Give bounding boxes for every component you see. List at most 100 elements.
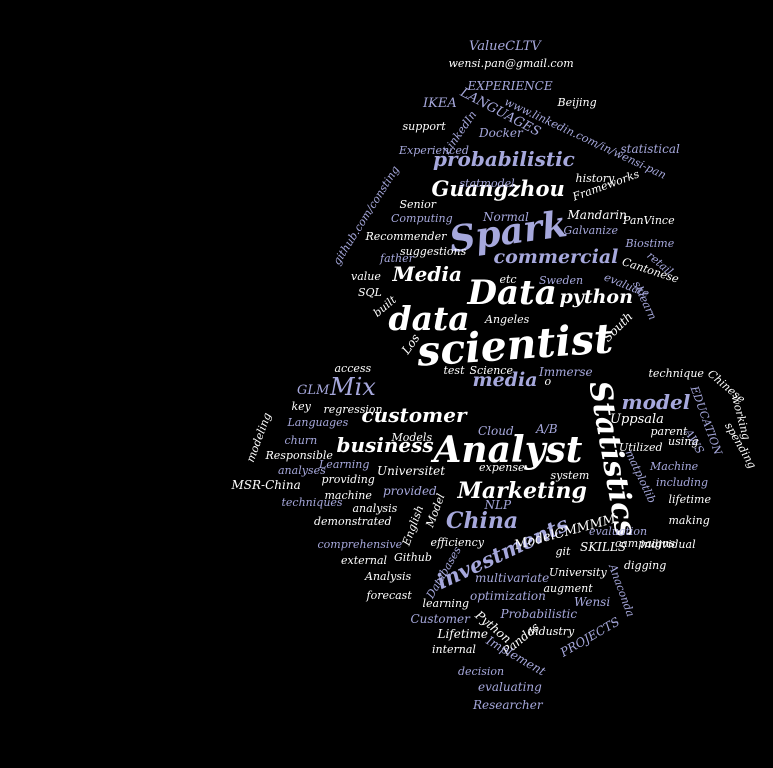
word-analyst: Analyst <box>433 429 583 471</box>
word-skills: SKILLS <box>580 540 627 554</box>
word-glm: GLM <box>297 382 330 398</box>
word-forecast: forecast <box>366 588 412 602</box>
word-media: media <box>472 368 538 391</box>
word-key: key <box>291 399 311 413</box>
word-learning: Learning <box>319 457 370 471</box>
word-recommender: Recommender <box>365 229 447 243</box>
word-optimization: optimization <box>470 589 546 603</box>
word-analysis: Analysis <box>365 569 412 583</box>
word-machine: Machine <box>650 459 699 473</box>
word-including: including <box>656 475 709 489</box>
word-a-b: A/B <box>536 422 558 436</box>
word-sklearn: sklearn <box>629 278 659 322</box>
word-statmodel: statmodel <box>459 176 515 190</box>
word-provided: provided <box>383 484 437 498</box>
word-wensi: Wensi <box>574 595 611 609</box>
word-internal: internal <box>432 642 476 656</box>
word-industry: industry <box>528 624 575 638</box>
word-galvanize: Galvanize <box>563 223 619 237</box>
word-git: git <box>555 544 571 558</box>
word-techniques: techniques <box>281 495 343 509</box>
word-wensi-pan-gmail-com: wensi.pan@gmail.com <box>448 56 574 70</box>
word-using: using <box>668 434 699 448</box>
word-machine: machine <box>324 488 372 502</box>
word-analyses: analyses <box>278 463 326 477</box>
word-ikea: IKEA <box>423 95 457 111</box>
word-marketing: Marketing <box>457 478 587 504</box>
word-lifetime: Lifetime <box>437 627 489 641</box>
word-churn: churn <box>284 433 318 447</box>
word-uppsala: Uppsala <box>610 411 664 427</box>
word-analysis: analysis <box>352 501 398 515</box>
word-responsible: Responsible <box>265 448 333 462</box>
word-python: python <box>559 285 633 308</box>
word-probabilistic: Probabilistic <box>500 607 578 621</box>
word-system: system <box>550 468 590 482</box>
word-history: history <box>575 171 615 185</box>
word-augment: augment <box>543 581 593 595</box>
word-experience: EXPERIENCE <box>467 79 553 93</box>
word-probabilistic: probabilistic <box>433 147 575 171</box>
word-researcher: Researcher <box>473 698 543 712</box>
word-learning: learning <box>422 596 470 610</box>
word-father: father <box>380 251 414 265</box>
word-suggestions: suggestions <box>400 244 467 258</box>
word-biostime: Biostime <box>625 236 675 250</box>
word-external: external <box>341 553 388 567</box>
word-o: o <box>544 374 552 388</box>
word-models: Models <box>391 430 433 444</box>
word-data: Data <box>467 273 557 313</box>
word-access: access <box>334 361 372 375</box>
word-valuecltv: ValueCLTV <box>469 38 541 54</box>
word-angeles: Angeles <box>485 312 530 326</box>
word-nlp: NLP <box>484 498 512 512</box>
word-university: University <box>549 565 607 579</box>
word-china: China <box>446 508 519 534</box>
word-experienced: Experienced <box>399 143 469 157</box>
word-decision: decision <box>458 664 505 678</box>
word-individual: individual <box>640 537 696 551</box>
word-github: Github <box>394 550 432 564</box>
word-computing: Computing <box>391 211 453 225</box>
word-utilized: Utilized <box>619 440 663 454</box>
word-commercial: commercial <box>493 245 619 268</box>
word-senior: Senior <box>399 197 437 211</box>
word-test: test <box>443 363 465 377</box>
word-beijing: Beijing <box>557 95 597 109</box>
word-sweden: Sweden <box>539 273 584 287</box>
word-sql: SQL <box>358 285 382 299</box>
word-mix: Mix <box>330 373 376 401</box>
word-guangzhou: Guangzhou <box>431 175 565 201</box>
word-technique: technique <box>648 366 704 380</box>
word-digging: digging <box>624 558 667 572</box>
word-providing: providing <box>321 472 375 486</box>
word-panvince: PanVince <box>623 213 675 227</box>
word-etc: etc <box>499 272 517 286</box>
word-campaigns: campaigns <box>615 536 676 550</box>
word-customer: customer <box>361 403 467 427</box>
word-english: English <box>399 503 427 547</box>
word-regression: regression <box>323 402 383 416</box>
word-multivariate: multivariate <box>475 571 550 585</box>
word-evaluation: evaluation <box>589 524 648 538</box>
word-comprehensive: comprehensive <box>317 537 403 551</box>
word-model: model <box>621 390 691 414</box>
word-immerse: Immerse <box>539 365 593 379</box>
word-docker: Docker <box>479 126 523 140</box>
word-support: support <box>402 119 446 133</box>
word-statistical: statistical <box>620 142 680 156</box>
word-universitet: Universitet <box>377 464 446 478</box>
word-efficiency: efficiency <box>430 535 484 549</box>
word-value: value <box>351 269 381 283</box>
word-making: making <box>668 513 710 527</box>
word-demonstrated: demonstrated <box>314 514 392 528</box>
word-parent: parent <box>650 424 688 438</box>
word-msr-china: MSR-China <box>231 478 301 492</box>
word-science: Science <box>469 363 513 377</box>
word-customer: Customer <box>410 612 470 626</box>
word-mandarin: Mandarin <box>567 208 627 222</box>
word-lifetime: lifetime <box>668 492 712 506</box>
word-business: business <box>336 433 434 457</box>
word-data: data <box>388 298 470 338</box>
